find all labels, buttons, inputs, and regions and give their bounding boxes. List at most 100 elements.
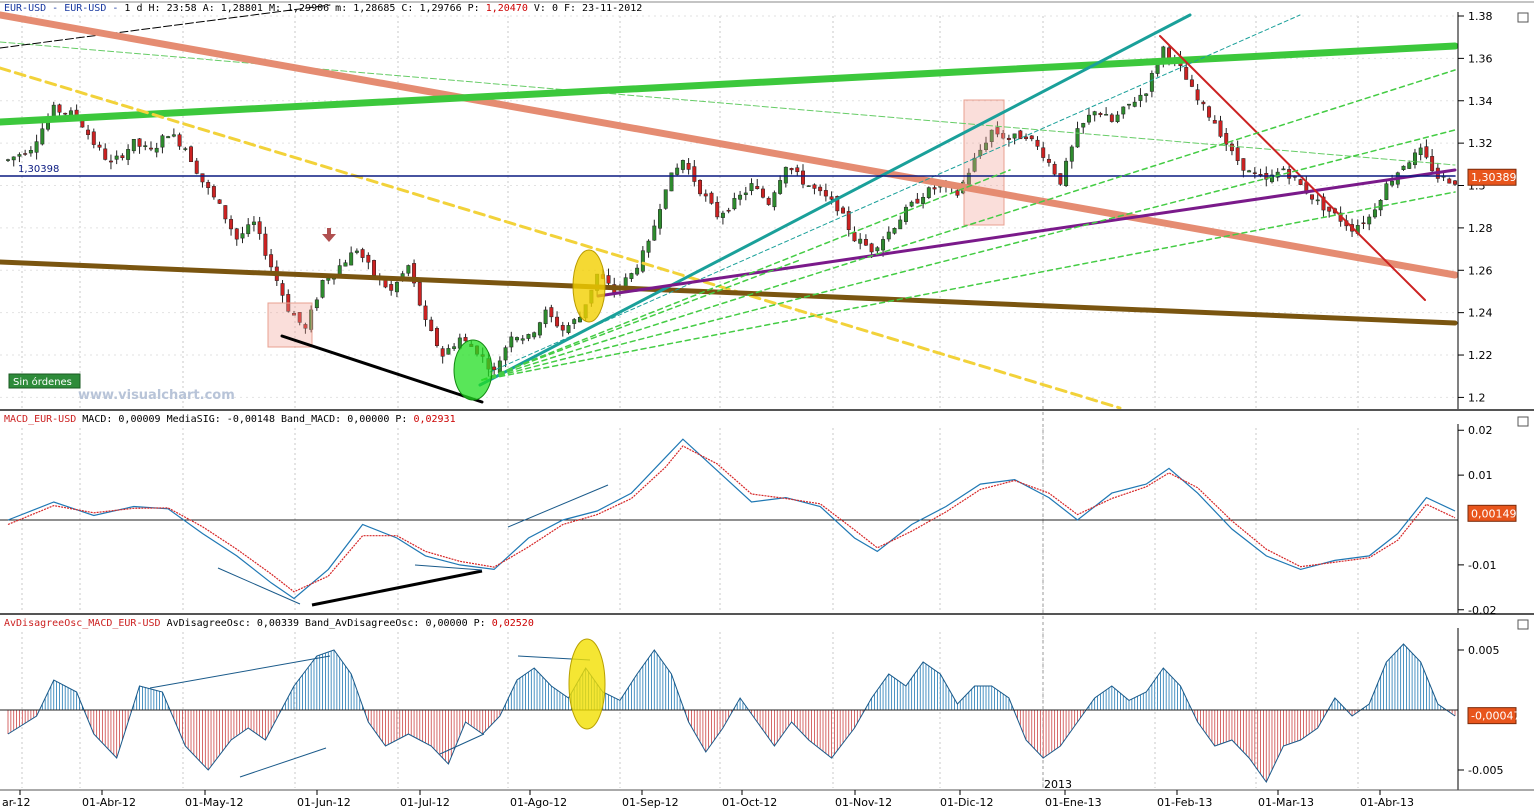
candle-body [366,254,371,263]
header-field: AvDisagreeOsc_MACD_EUR-USD [4,618,167,629]
candle-body [200,173,205,183]
candle-body [652,225,657,241]
candle-body [349,252,354,266]
candle-body [1149,73,1154,92]
candle-body [926,187,931,198]
candle-body [126,149,131,160]
candle-body [183,148,188,150]
x-tick-label: 01-Ago-12 [510,796,567,809]
candle-body [1430,156,1435,172]
candle-body [515,337,519,341]
candle-body [1447,178,1452,184]
green-fan-line [481,191,1456,381]
candle-body [669,172,674,192]
candle-body [1046,158,1051,163]
axes: 1.381.361.341.321.31.281.261.241.221.20.… [0,1,1534,791]
candle-body [932,187,937,190]
purple-trendline [596,168,1457,298]
candle-body [1315,199,1320,202]
candle-body [1224,133,1229,145]
candle-body [423,305,428,320]
candle-body [675,167,680,175]
candle-body [841,207,845,214]
candle-body [646,240,651,253]
candle-body [189,146,193,163]
candle-body [1361,222,1366,225]
osc-outline [7,643,1456,783]
candle-body [240,233,245,239]
candle-body [1241,158,1246,171]
candle-body [11,156,16,161]
candle-body [1252,172,1257,174]
candle-body [698,179,703,195]
x-tick-label: 01-Nov-12 [835,796,892,809]
candle-body [909,201,914,207]
candle-body [1006,137,1011,140]
candle-body [68,110,73,116]
header-field: 0,02931 [413,414,455,425]
x-tick-label: 01-Dic-12 [940,796,994,809]
x-tick-label: 01-Feb-13 [1157,796,1212,809]
candle-body [1127,103,1131,106]
x-axis-labels: ar-12 01-Abr-12 01-May-12 01-Jun-12 01-Jul-1… [2,790,1414,809]
candle-body [892,228,897,234]
candle-body [1138,94,1143,101]
header-field: 1,28685 [353,3,401,14]
candle-body [280,283,285,296]
candle-body [1086,114,1091,123]
candle-body [1327,206,1332,212]
header-field: EUR-USD - EUR-USD - [4,3,124,14]
osc-histogram [0,638,1458,783]
candle-body [372,260,377,276]
candle-body [23,153,28,155]
x-tick-label: 01-Jul-12 [400,796,450,809]
candle-body [921,197,926,204]
candle-body [131,139,136,152]
header-field: P: [395,414,413,425]
candle-body [269,254,274,268]
x-tick-label: 01-Sep-12 [622,796,679,809]
header-field: Band_AvDisagreeOsc: [305,618,425,629]
current-value-tag [1467,168,1517,186]
candle-body [1412,152,1417,165]
header-field: 0,00000 [425,618,473,629]
yellow-dashed-line [0,66,1122,410]
candle-body [989,129,994,142]
grid-lines [0,15,1458,790]
candle-body [1081,123,1086,128]
candle-body [149,147,153,150]
header-field: P: [468,3,486,14]
x-tick-label: ar-12 [2,796,31,809]
green-upper-line [0,42,1459,126]
candle-body [1132,101,1137,107]
y-tick-label: -0.01 [1468,559,1496,572]
header-field: 1,28801 [221,3,269,14]
no-orders-badge[interactable]: Sin órdenes [8,373,81,389]
candle-body [257,221,262,234]
candle-body [795,167,800,173]
candle-body [171,134,176,137]
candle-body [1281,168,1286,171]
salmon-resistance-line [0,11,1459,279]
candle-body [1229,143,1234,152]
candle-body [566,325,571,333]
header-field: F: [564,3,582,14]
candle-body [303,324,308,329]
y-tick-label: 1.24 [1468,307,1493,320]
candle-body [1104,114,1109,116]
candle-body [835,195,840,212]
candle-body [1367,216,1372,225]
header-field: m: [335,3,353,14]
macd-divergence-line [217,567,301,605]
y-tick-label: 1.26 [1468,264,1493,277]
candle-body [160,135,165,148]
arrow-down-icon [322,228,336,242]
candle-body [292,312,296,316]
header-field: MediaSIG: [167,414,227,425]
candle-body [1270,174,1274,183]
candle-body [40,128,45,145]
candle-body [972,157,977,172]
candle-body [1018,130,1023,140]
header-field: 23-11-2012 [582,3,642,14]
header-field: H: [149,3,167,14]
